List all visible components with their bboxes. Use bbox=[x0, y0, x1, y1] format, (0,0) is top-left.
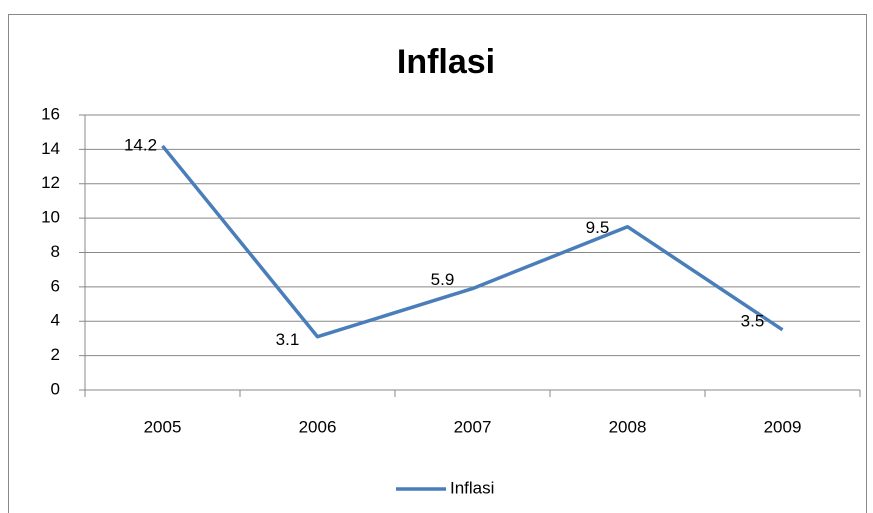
y-tick-label: 8 bbox=[51, 242, 60, 261]
x-tick-label: 2009 bbox=[764, 417, 802, 436]
chart-title: Inflasi bbox=[397, 43, 495, 81]
data-label: 14.2 bbox=[124, 135, 157, 154]
y-tick-label: 6 bbox=[51, 276, 60, 295]
chart-frame bbox=[8, 14, 867, 513]
data-label: 3.1 bbox=[276, 330, 300, 349]
y-tick-label: 12 bbox=[41, 173, 60, 192]
x-tick-label: 2005 bbox=[144, 417, 182, 436]
y-tick-label: 10 bbox=[41, 208, 60, 227]
y-tick-label: 0 bbox=[51, 379, 60, 398]
data-label: 3.5 bbox=[741, 311, 765, 330]
y-tick-label: 16 bbox=[41, 104, 60, 123]
legend-label: Inflasi bbox=[450, 478, 494, 497]
data-label: 5.9 bbox=[431, 270, 455, 289]
x-tick-label: 2008 bbox=[609, 417, 647, 436]
data-label: 9.5 bbox=[586, 218, 610, 237]
x-tick-label: 2006 bbox=[299, 417, 337, 436]
y-tick-label: 4 bbox=[51, 311, 60, 330]
data-line bbox=[161, 144, 784, 339]
y-tick-label: 2 bbox=[51, 345, 60, 364]
x-tick-label: 2007 bbox=[454, 417, 492, 436]
y-tick-label: 14 bbox=[41, 139, 60, 158]
